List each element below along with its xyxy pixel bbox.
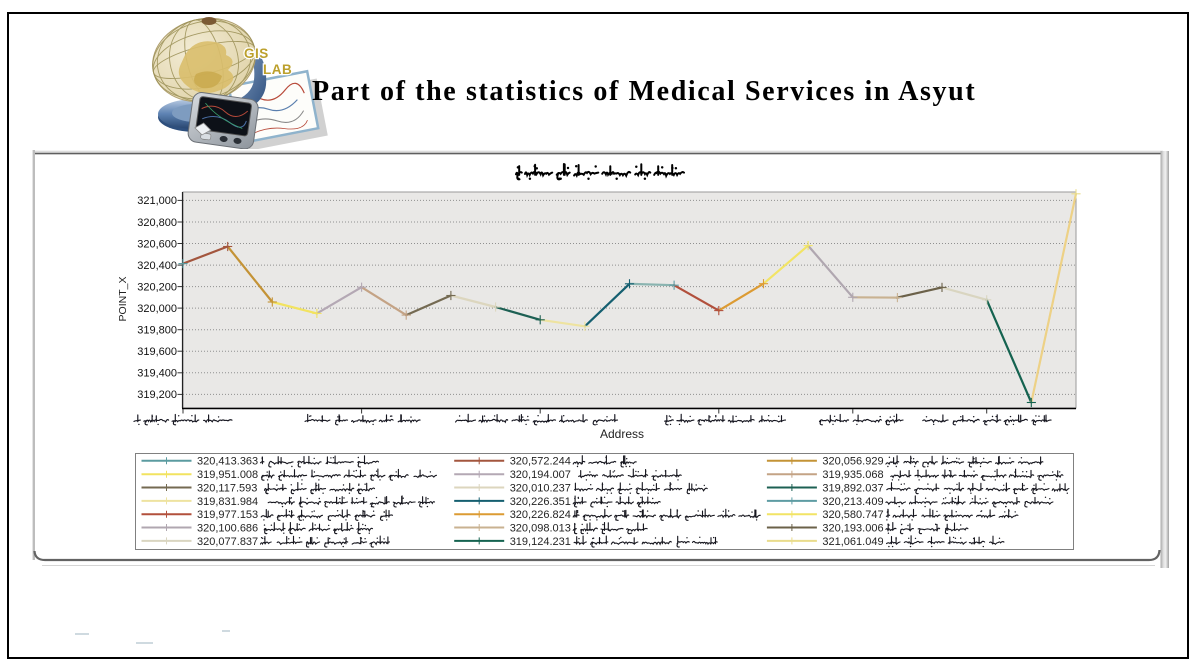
svg-text:321,000: 321,000 bbox=[137, 195, 177, 207]
svg-text:320,400: 320,400 bbox=[137, 260, 177, 272]
svg-text:320,000: 320,000 bbox=[137, 303, 177, 315]
svg-text:GIS: GIS bbox=[244, 46, 269, 61]
svg-text:320,194.007: 320,194.007 bbox=[510, 469, 571, 481]
svg-text:320,117.593: 320,117.593 bbox=[197, 482, 257, 494]
svg-text:320,056.929: 320,056.929 bbox=[822, 456, 883, 468]
svg-text:319,600: 319,600 bbox=[137, 346, 177, 358]
svg-text:320,572.244: 320,572.244 bbox=[510, 456, 571, 468]
svg-text:319,892.037: 319,892.037 bbox=[822, 482, 883, 494]
svg-text:POINT_X: POINT_X bbox=[117, 277, 129, 322]
svg-text:319,951.008: 319,951.008 bbox=[197, 469, 258, 481]
svg-text:320,077.837: 320,077.837 bbox=[197, 536, 258, 548]
svg-text:320,100.686: 320,100.686 bbox=[197, 522, 258, 534]
svg-text:319,124.231: 319,124.231 bbox=[510, 536, 571, 548]
svg-text:320,226.824: 320,226.824 bbox=[510, 509, 571, 521]
svg-text:319,800: 319,800 bbox=[137, 325, 177, 337]
svg-text:320,800: 320,800 bbox=[137, 217, 177, 229]
svg-text:320,200: 320,200 bbox=[137, 281, 177, 293]
svg-text:319,400: 319,400 bbox=[137, 368, 177, 380]
svg-text:319,977.153: 319,977.153 bbox=[197, 509, 258, 521]
svg-text:320,413.363: 320,413.363 bbox=[197, 456, 258, 468]
svg-text:319,935.068: 319,935.068 bbox=[822, 469, 883, 481]
svg-text:320,580.747: 320,580.747 bbox=[822, 509, 883, 521]
svg-text:Address: Address bbox=[600, 427, 644, 441]
svg-text:320,600: 320,600 bbox=[137, 238, 177, 250]
svg-text:320,010.237: 320,010.237 bbox=[510, 482, 571, 494]
svg-text:320,098.013: 320,098.013 bbox=[510, 522, 571, 534]
svg-text:319,200: 319,200 bbox=[137, 389, 177, 401]
svg-text:321,061.049: 321,061.049 bbox=[822, 536, 883, 548]
svg-text:320,226.351: 320,226.351 bbox=[510, 496, 571, 508]
svg-text:319,831.984: 319,831.984 bbox=[197, 496, 258, 508]
svg-text:320,213.409: 320,213.409 bbox=[822, 496, 883, 508]
svg-text:320,193.006: 320,193.006 bbox=[822, 522, 883, 534]
svg-text:LAB: LAB bbox=[263, 62, 292, 77]
